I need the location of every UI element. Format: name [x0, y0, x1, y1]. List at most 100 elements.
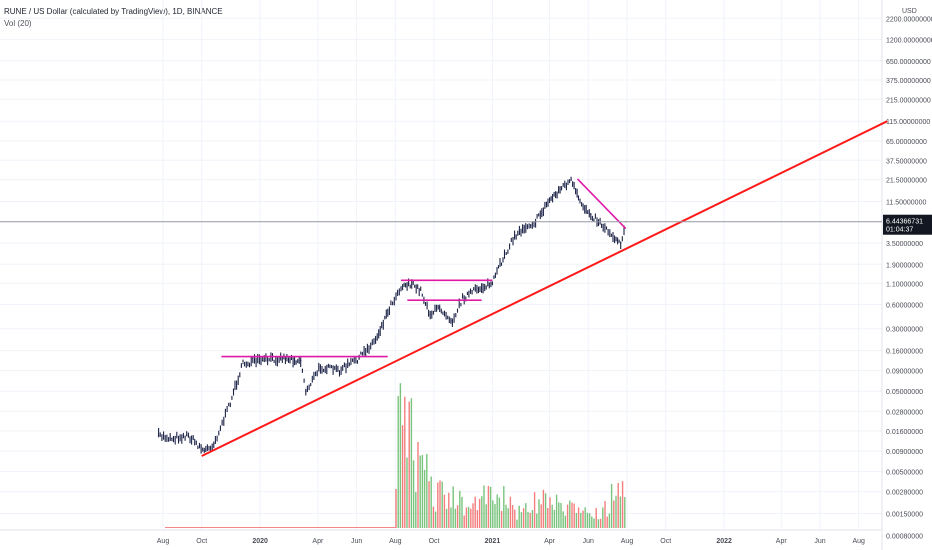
volume-bar	[522, 508, 525, 528]
volume-bar	[492, 500, 494, 528]
volume-flat-period	[165, 527, 396, 528]
volume-bar	[536, 513, 538, 528]
price-point-2019-07-25	[157, 434, 160, 437]
price-point-2019-10-20	[213, 443, 215, 445]
time-tick-label: Apr	[544, 538, 556, 545]
volume-bar	[404, 396, 406, 528]
time-tick-label: Jun	[814, 538, 825, 545]
price-tick-label: 37.50000000	[886, 158, 927, 165]
price-axis[interactable]: 2200.00000000 1200.00000000 650.00000000 37…	[883, 8, 932, 540]
volume-bar	[560, 503, 562, 528]
price-point-2021-02-05	[514, 236, 516, 238]
price-tick-label: 1.10000000	[886, 281, 923, 288]
volume-bar	[415, 492, 417, 528]
volume-bar	[580, 512, 582, 528]
price-point-2021-04-20	[561, 187, 563, 189]
chart-title: RUNE / US Dollar (calculated by TradingV…	[4, 7, 223, 16]
price-point-2020-12-10	[477, 287, 480, 290]
volume-bar	[604, 501, 606, 528]
trend-drawings[interactable]	[201, 120, 888, 457]
volume-bar	[434, 511, 437, 528]
price-tick-label: 0.16000000	[886, 349, 923, 356]
volume-bar	[529, 512, 531, 528]
price-point-2019-11-10	[226, 410, 228, 413]
time-tick-label: Aug	[621, 538, 634, 545]
price-point-2020-03-13	[305, 390, 307, 392]
volume-bar	[503, 486, 505, 528]
price-tick-label: 21.50000000	[886, 178, 927, 185]
volume-bar	[476, 510, 479, 528]
price-point-2019-08-15	[171, 437, 173, 439]
support-trendline[interactable]	[201, 120, 888, 457]
volume-bar	[485, 504, 487, 528]
volume-bar	[610, 483, 613, 528]
volume-bar	[520, 512, 523, 528]
volume-bar	[562, 511, 564, 528]
price-tick-label: 1.90000000	[886, 262, 923, 269]
time-tick-label: Apr	[312, 538, 324, 545]
volume-bar	[474, 496, 476, 528]
volume-bar	[483, 485, 485, 528]
price-point-2021-02-20	[523, 226, 525, 228]
volume-bar	[555, 494, 558, 528]
volume-bar	[617, 483, 619, 528]
price-point-2020-02-05	[281, 357, 283, 359]
volume-bar	[478, 498, 481, 528]
volume-bar	[531, 510, 534, 528]
volume-bar	[553, 509, 556, 528]
volume-bar	[417, 442, 419, 528]
price-point-2020-08-10	[400, 286, 402, 288]
volume-bar	[551, 504, 553, 528]
volume-bar	[406, 457, 408, 528]
volume-indicator-label[interactable]: Vol (20)	[4, 19, 32, 28]
price-point-2021-01-20	[503, 254, 506, 256]
volume-bar	[544, 493, 547, 528]
volume-bar	[437, 482, 439, 528]
price-point-2019-10-05	[203, 450, 205, 452]
volume-bar	[498, 497, 501, 528]
downtrend-line[interactable]	[576, 178, 627, 230]
volume-bar	[412, 460, 415, 528]
price-tick-label: 11.50000000	[886, 200, 926, 207]
price-point-2020-08-22	[408, 282, 410, 284]
price-point-2020-10-30	[451, 319, 454, 322]
price-tick-label: 0.00080000	[886, 533, 923, 540]
volume-bar	[606, 516, 608, 528]
volume-bar	[439, 480, 441, 528]
volume-bar	[597, 519, 600, 528]
volume-bar	[511, 505, 514, 528]
time-tick-label: Oct	[660, 538, 671, 545]
volume-bar	[564, 515, 567, 528]
price-point-2021-01-01	[491, 282, 494, 284]
volume-bar	[588, 513, 591, 528]
volume-bar	[489, 486, 492, 528]
volume-bar	[538, 499, 540, 528]
price-point-2020-11-15	[462, 297, 464, 299]
time-tick-label: Aug	[389, 538, 402, 545]
price-tick-label: 0.09000000	[886, 369, 923, 376]
volume-bar	[452, 486, 454, 528]
price-tick-label: 0.00280000	[886, 490, 923, 497]
volume-bar	[459, 490, 461, 528]
volume-bar	[514, 509, 516, 528]
volume-bar	[448, 492, 450, 528]
price-point-2021-05-05	[570, 179, 572, 182]
price-tick-label: 115.00000000	[886, 119, 930, 126]
time-axis[interactable]: Aug Oct 2020 Apr Jun Aug Oct 2021 Apr Jun Aug Oct 20…	[157, 538, 865, 545]
volume-bar	[518, 505, 520, 528]
last-price-value: 6.44366731	[886, 219, 923, 226]
last-price-badge[interactable]	[883, 214, 932, 235]
volume-bar	[577, 507, 580, 528]
volume-bar	[613, 500, 615, 528]
time-tick-label: 2021	[485, 538, 501, 545]
price-point-2020-07-25	[390, 303, 392, 306]
volume-bar	[542, 489, 545, 528]
volume-bar	[467, 506, 470, 528]
price-tick-label: 1200.00000000	[886, 37, 932, 44]
time-tick-label: Apr	[776, 538, 788, 545]
price-tick-label: 0.30000000	[886, 327, 923, 334]
volume-bar	[608, 513, 611, 528]
volume-bar	[624, 497, 626, 528]
price-point-2021-07-10	[612, 235, 614, 237]
